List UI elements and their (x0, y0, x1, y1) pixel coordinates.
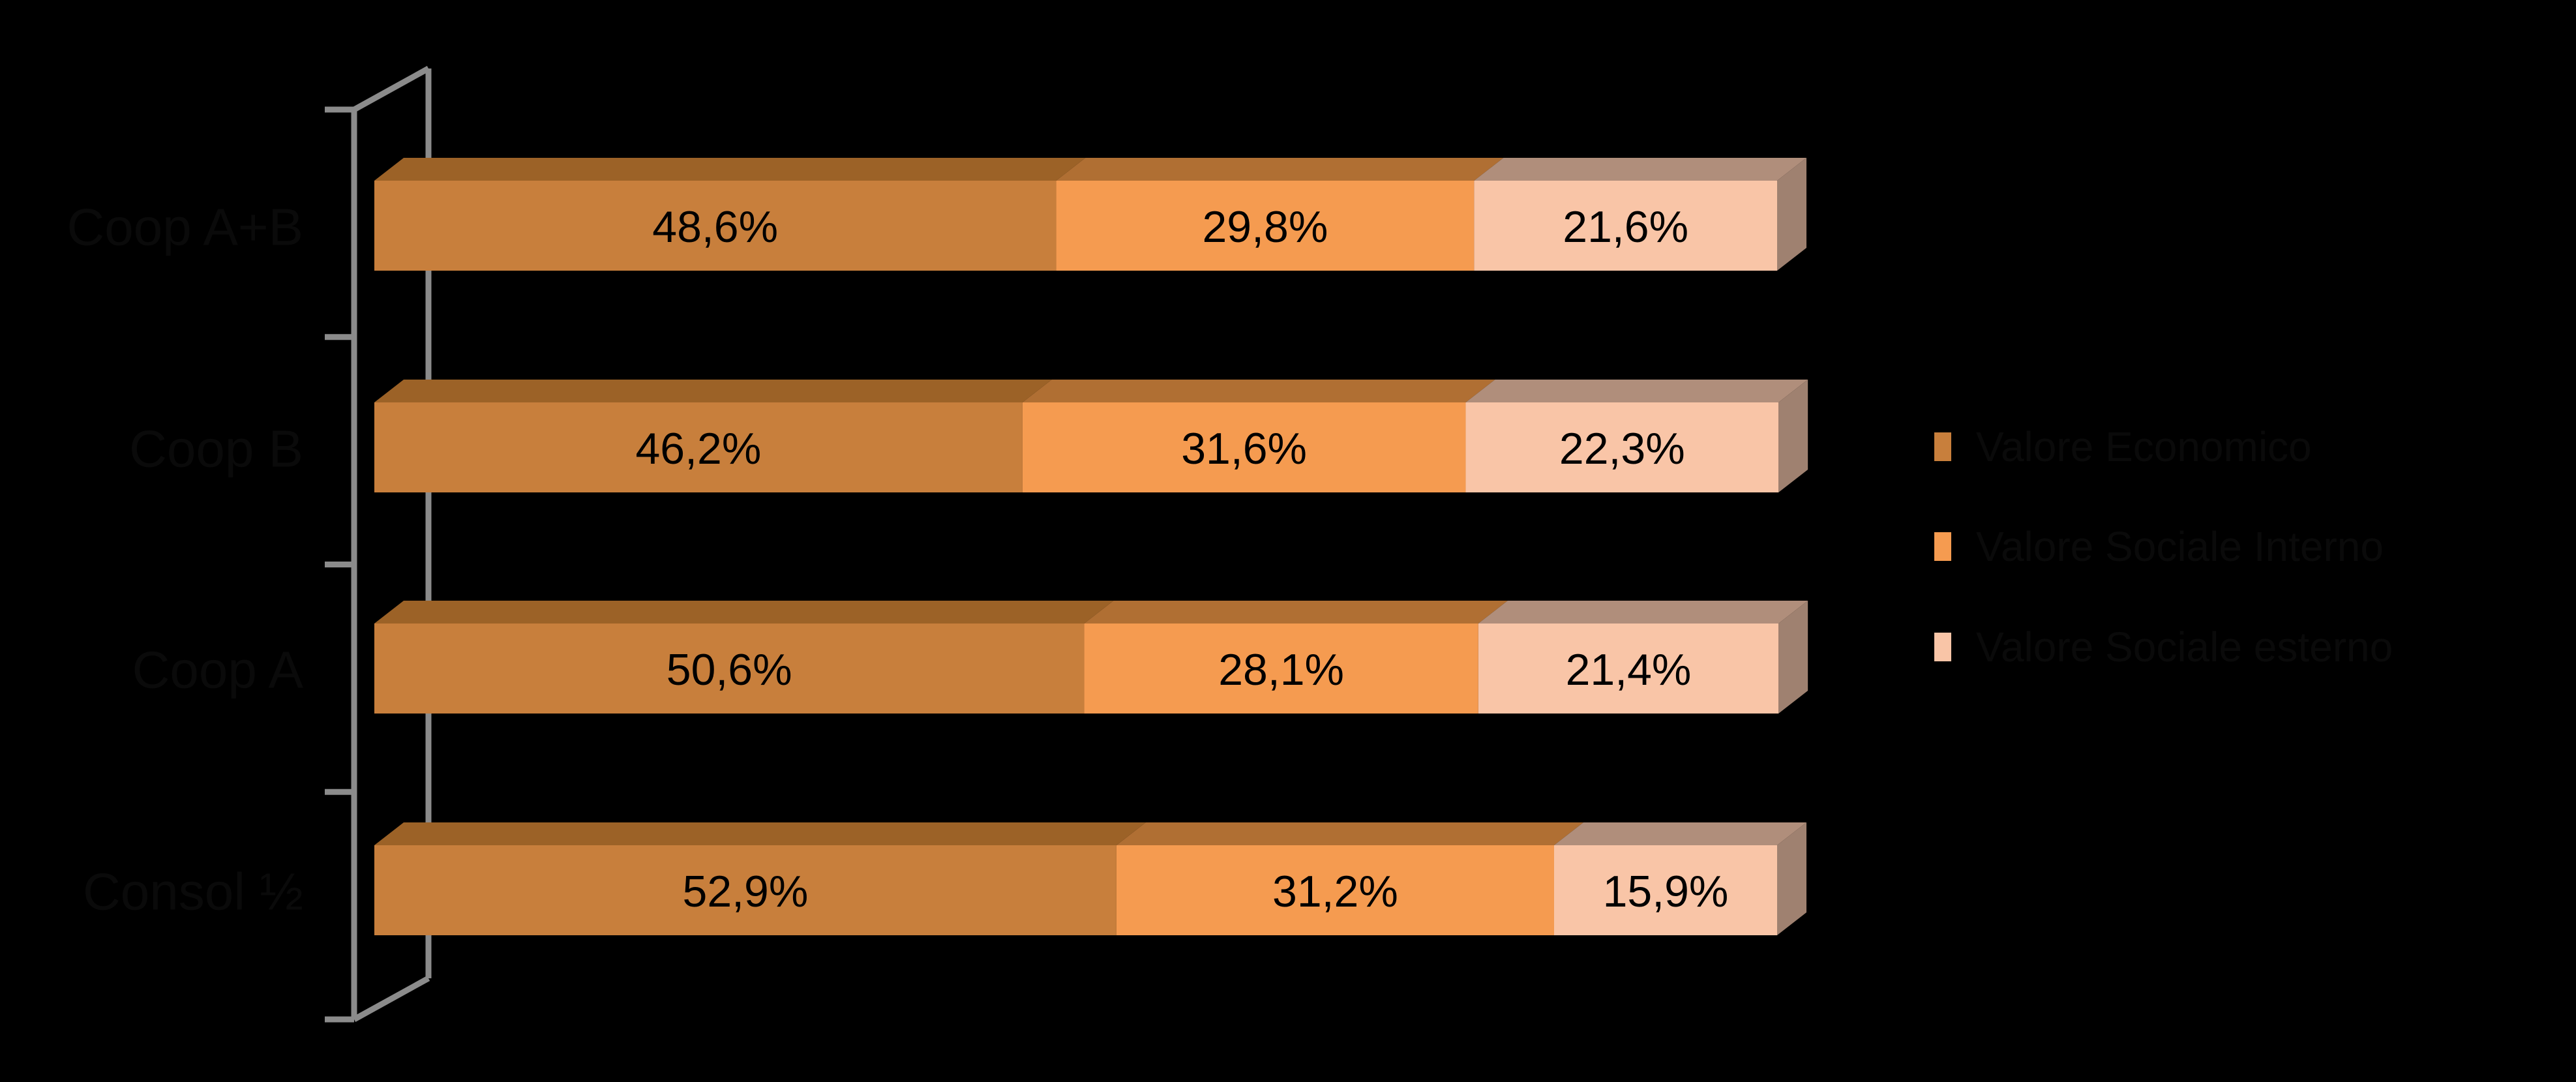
value-label-r3-s1: 31,2% (1272, 867, 1398, 916)
legend-swatch-0 (1934, 432, 1951, 461)
segment-front-face (1084, 624, 1478, 714)
segment-front-face (1056, 181, 1475, 271)
bar-segment-r2-s0 (374, 601, 1114, 714)
bar-segment-r2-s2 (1478, 601, 1808, 714)
segment-front-face (374, 624, 1085, 714)
segment-top-face (1056, 158, 1504, 181)
axis-bottom-depth-edge (352, 976, 430, 1022)
bar-segment-r0-s2 (1474, 158, 1806, 271)
bar-segment-r1-s2 (1465, 380, 1808, 492)
legend-item-2: Valore Sociale esterno (1934, 624, 2393, 670)
segment-end-face (1778, 380, 1808, 492)
segment-front-face (1465, 402, 1779, 492)
value-label-r3-s2: 15,9% (1603, 867, 1729, 916)
segment-end-face (1777, 158, 1806, 271)
segment-top-face (1022, 380, 1495, 402)
bar-segment-r3-s1 (1116, 822, 1583, 935)
value-label-r3-s0: 52,9% (683, 867, 809, 916)
segment-top-face (1474, 158, 1806, 181)
value-label-r0-s0: 48,6% (652, 202, 778, 252)
segment-top-face (1465, 380, 1808, 402)
category-label-2: Coop A (132, 641, 304, 699)
bar-segment-r1-s0 (374, 380, 1052, 492)
bar-segment-r1-s1 (1022, 380, 1495, 492)
legend-item-0: Valore Economico (1934, 423, 2312, 470)
bar-segment-r0-s1 (1056, 158, 1504, 271)
segment-top-face (374, 158, 1086, 181)
segment-front-face (374, 402, 1023, 492)
legend-item-1: Valore Sociale Interno (1934, 523, 2384, 570)
segment-front-face (1553, 845, 1777, 935)
legend-swatch-1 (1934, 532, 1951, 561)
legend-label-2: Valore Sociale esterno (1976, 624, 2393, 670)
value-labels-group: 48,6% 29,8% 21,6% 46,2% 31,6% 22,3% 50,6% 28,1%… (635, 202, 1728, 916)
category-label-0: Coop A+B (67, 198, 304, 256)
value-label-r1-s0: 46,2% (635, 424, 761, 473)
segment-front-face (374, 845, 1116, 935)
value-label-r2-s0: 50,6% (666, 645, 792, 695)
value-label-r0-s1: 29,8% (1202, 202, 1328, 252)
segment-front-face (1474, 181, 1777, 271)
segment-top-face (1084, 601, 1508, 624)
segment-front-face (1022, 402, 1466, 492)
bar-segment-r3-s0 (374, 822, 1146, 935)
segment-front-face (1116, 845, 1554, 935)
value-label-r0-s2: 21,6% (1563, 202, 1688, 252)
value-label-r1-s2: 22,3% (1559, 424, 1685, 473)
segment-top-face (1116, 822, 1583, 845)
segment-front-face (1478, 624, 1779, 714)
value-label-r2-s2: 21,4% (1566, 645, 1692, 695)
legend-label-0: Valore Economico (1976, 423, 2312, 470)
bar-segment-r2-s1 (1084, 601, 1508, 714)
segment-front-face (374, 181, 1056, 271)
bars-group (374, 158, 1808, 935)
value-label-r1-s1: 31,6% (1181, 424, 1307, 473)
segment-top-face (374, 601, 1114, 624)
segment-top-face (1478, 601, 1808, 624)
category-label-3: Consol ½ (83, 863, 303, 921)
legend-label-1: Valore Sociale Interno (1976, 523, 2384, 570)
segment-top-face (374, 380, 1052, 402)
segment-end-face (1777, 822, 1806, 935)
legend-swatch-2 (1934, 633, 1951, 661)
segment-top-face (374, 822, 1146, 845)
segment-top-face (1553, 822, 1806, 845)
bar-segment-r0-s0 (374, 158, 1086, 271)
legend: Valore Economico Valore Sociale Interno Va… (1934, 423, 2393, 670)
segment-end-face (1778, 601, 1808, 714)
bar-segment-r3-s2 (1553, 822, 1806, 935)
value-label-r2-s1: 28,1% (1218, 645, 1344, 695)
category-label-1: Coop B (129, 420, 303, 478)
